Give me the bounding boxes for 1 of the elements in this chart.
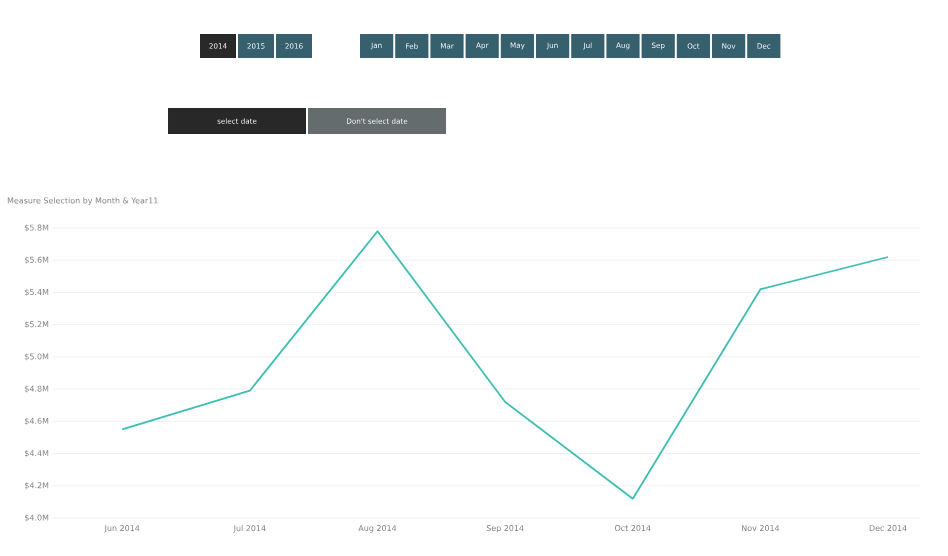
line-series [121, 230, 889, 500]
